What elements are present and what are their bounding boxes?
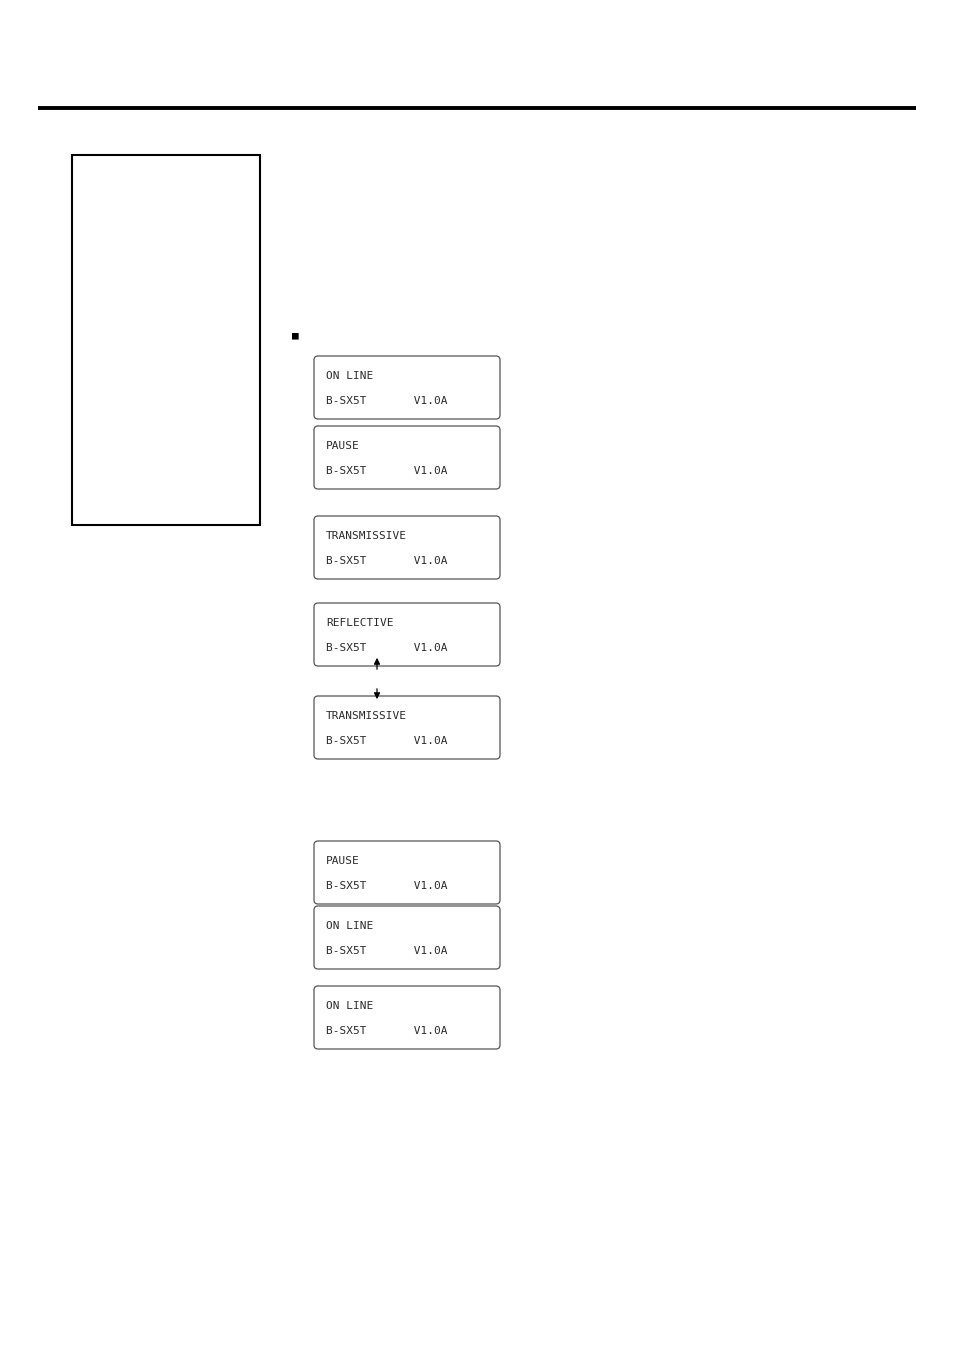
Text: ON LINE: ON LINE [326, 921, 373, 931]
Text: ON LINE: ON LINE [326, 1002, 373, 1011]
Text: B-SX5T       V1.0A: B-SX5T V1.0A [326, 555, 447, 566]
Text: B-SX5T       V1.0A: B-SX5T V1.0A [326, 466, 447, 476]
Text: PAUSE: PAUSE [326, 856, 359, 865]
FancyBboxPatch shape [314, 516, 499, 580]
FancyBboxPatch shape [314, 426, 499, 489]
Text: PAUSE: PAUSE [326, 441, 359, 452]
FancyBboxPatch shape [314, 906, 499, 969]
FancyBboxPatch shape [314, 603, 499, 666]
FancyBboxPatch shape [314, 985, 499, 1049]
Text: ON LINE: ON LINE [326, 371, 373, 381]
Text: B-SX5T       V1.0A: B-SX5T V1.0A [326, 882, 447, 891]
Text: ■: ■ [292, 330, 298, 340]
Text: B-SX5T       V1.0A: B-SX5T V1.0A [326, 1026, 447, 1037]
Text: TRANSMISSIVE: TRANSMISSIVE [326, 531, 407, 541]
FancyBboxPatch shape [314, 356, 499, 419]
Text: B-SX5T       V1.0A: B-SX5T V1.0A [326, 736, 447, 745]
Text: REFLECTIVE: REFLECTIVE [326, 617, 393, 628]
FancyBboxPatch shape [314, 696, 499, 759]
Text: TRANSMISSIVE: TRANSMISSIVE [326, 710, 407, 721]
FancyBboxPatch shape [314, 841, 499, 905]
Text: B-SX5T       V1.0A: B-SX5T V1.0A [326, 396, 447, 406]
Text: B-SX5T       V1.0A: B-SX5T V1.0A [326, 946, 447, 956]
FancyBboxPatch shape [71, 155, 260, 524]
Text: B-SX5T       V1.0A: B-SX5T V1.0A [326, 643, 447, 652]
